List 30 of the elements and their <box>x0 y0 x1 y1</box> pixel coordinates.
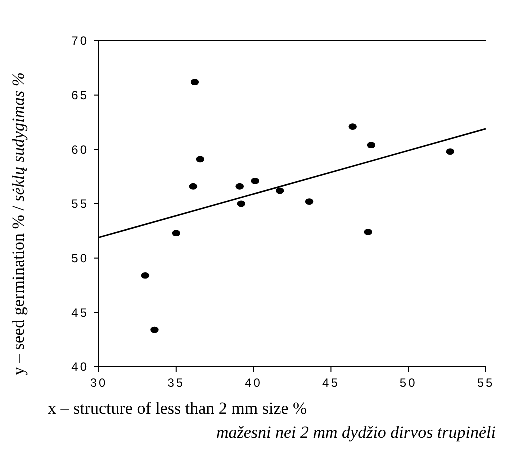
x-axis-title: x – structure of less than 2 mm size % mažesni nei 2 mm dydžio dirvos trupinėli <box>48 399 496 442</box>
point <box>196 156 204 163</box>
point <box>276 188 284 194</box>
y-tick-label: 65 <box>72 88 89 103</box>
y-tick-label: 70 <box>72 34 89 48</box>
y-tick-label: 50 <box>72 252 89 266</box>
point <box>190 79 200 86</box>
point <box>348 124 357 130</box>
point <box>367 142 376 149</box>
y-tick-label: 60 <box>72 142 89 157</box>
point <box>305 198 314 206</box>
y-tick-label: 55 <box>72 197 89 212</box>
point <box>446 148 454 156</box>
point <box>364 229 372 236</box>
point <box>141 272 150 279</box>
point <box>236 183 244 190</box>
point <box>172 230 181 237</box>
x-tick-label: 55 <box>477 376 495 390</box>
x-tick-label: 50 <box>400 376 418 390</box>
point <box>189 183 198 190</box>
point <box>150 326 159 334</box>
x-tick-label: 35 <box>168 376 186 390</box>
point <box>251 178 260 184</box>
y-tick-label: 45 <box>72 306 89 320</box>
x-tick-label: 45 <box>322 376 340 390</box>
x-tick-label: 30 <box>90 376 108 390</box>
y-tick-label: 40 <box>72 360 89 374</box>
y-axis-title: y – seed germination % / sėklų sudygimas % <box>9 72 28 376</box>
point <box>237 200 246 208</box>
x-tick-label: 40 <box>245 376 262 390</box>
